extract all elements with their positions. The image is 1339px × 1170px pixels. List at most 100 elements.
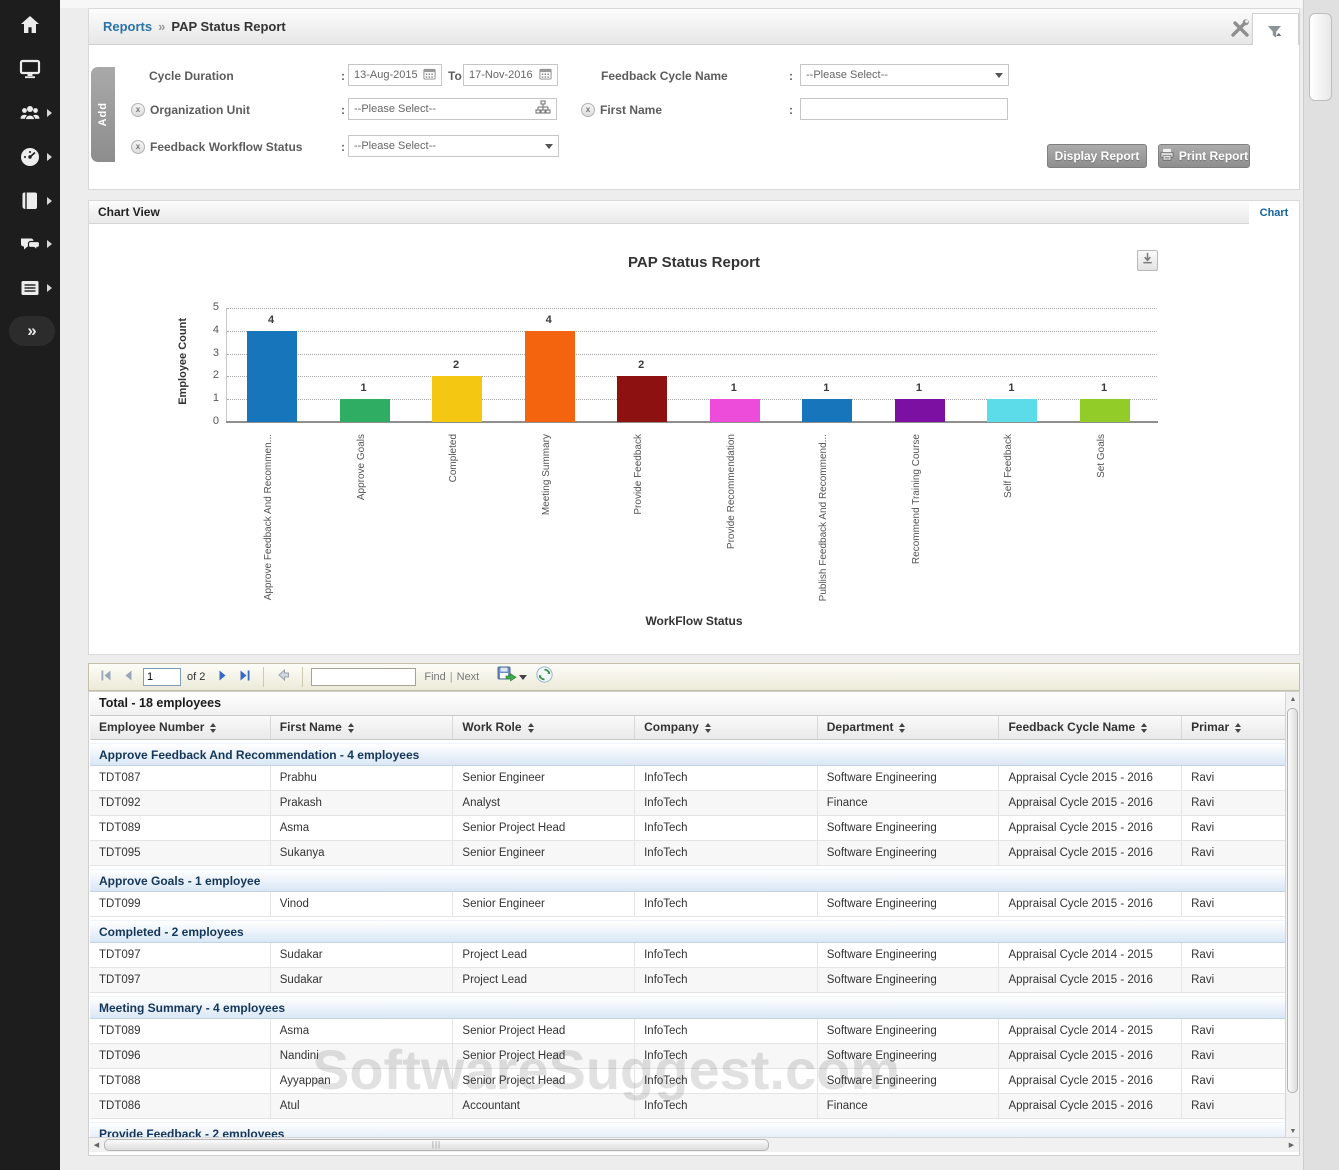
refresh-button[interactable] bbox=[533, 666, 555, 688]
table-cell: InfoTech bbox=[635, 766, 818, 790]
previous-page-button[interactable] bbox=[117, 666, 139, 688]
sidebar-expand-button[interactable]: » bbox=[9, 316, 55, 346]
org-tree-icon[interactable] bbox=[535, 100, 551, 118]
chart-bar[interactable] bbox=[525, 331, 575, 422]
sidebar-item-messages[interactable] bbox=[0, 227, 60, 261]
chart-bar[interactable] bbox=[247, 331, 297, 422]
sidebar-item-monitor[interactable] bbox=[0, 52, 60, 86]
remove-first-name-filter[interactable]: x bbox=[581, 103, 595, 117]
sort-icon[interactable] bbox=[899, 723, 905, 733]
calendar-icon[interactable] bbox=[539, 67, 552, 83]
feedback-workflow-status-select[interactable]: --Please Select-- bbox=[348, 135, 559, 157]
table-cell: InfoTech bbox=[635, 1094, 818, 1118]
sidebar-item-home[interactable] bbox=[0, 8, 60, 42]
page-vertical-scrollbar[interactable] bbox=[1303, 0, 1339, 1170]
find-button[interactable]: Find bbox=[424, 671, 445, 683]
group-header-band: Meeting Summary - 4 employees bbox=[90, 996, 1287, 1019]
table-row[interactable]: TDT087PrabhuSenior EngineerInfoTechSoftw… bbox=[90, 766, 1287, 791]
table-cell: TDT086 bbox=[90, 1094, 271, 1118]
chevron-down-icon bbox=[995, 73, 1003, 78]
vertical-scroll-thumb[interactable] bbox=[1287, 708, 1298, 1093]
sort-icon[interactable] bbox=[705, 723, 711, 733]
chart-link[interactable]: Chart bbox=[1260, 207, 1289, 219]
export-button[interactable] bbox=[497, 666, 527, 688]
page-title: PAP Status Report bbox=[171, 19, 285, 34]
back-arrow-icon bbox=[275, 667, 291, 688]
column-header-department[interactable]: Department bbox=[818, 716, 1000, 739]
sort-icon[interactable] bbox=[348, 723, 354, 733]
table-row[interactable]: TDT089AsmaSenior Project HeadInfoTechSof… bbox=[90, 816, 1287, 841]
page-number-input[interactable] bbox=[143, 668, 181, 686]
scroll-left-arrow[interactable]: ◀ bbox=[89, 1139, 104, 1152]
table-row[interactable]: TDT097SudakarProject LeadInfoTechSoftwar… bbox=[90, 943, 1287, 968]
breadcrumb-link-reports[interactable]: Reports bbox=[103, 19, 152, 34]
first-page-button[interactable] bbox=[95, 666, 117, 688]
print-report-button[interactable]: Print Report bbox=[1158, 144, 1250, 168]
cycle-duration-from-field[interactable]: 13-Aug-2015 bbox=[348, 64, 442, 86]
scroll-right-arrow[interactable]: ▶ bbox=[1284, 1139, 1299, 1152]
table-cell: TDT087 bbox=[90, 766, 271, 790]
chart-bar[interactable] bbox=[987, 399, 1037, 422]
first-name-input[interactable] bbox=[800, 98, 1008, 120]
chart-bar[interactable] bbox=[895, 399, 945, 422]
submenu-arrow-icon bbox=[47, 284, 52, 292]
calendar-icon[interactable] bbox=[423, 67, 436, 83]
table-row[interactable]: TDT095SukanyaSenior EngineerInfoTechSoft… bbox=[90, 841, 1287, 866]
last-page-button[interactable] bbox=[233, 666, 255, 688]
sort-icon[interactable] bbox=[528, 723, 534, 733]
column-header-first-name[interactable]: First Name bbox=[271, 716, 454, 739]
sort-icon[interactable] bbox=[1235, 723, 1241, 733]
submenu-arrow-icon bbox=[47, 240, 52, 248]
tools-button[interactable] bbox=[1228, 16, 1252, 40]
column-header-work-role[interactable]: Work Role bbox=[453, 716, 635, 739]
table-row[interactable]: TDT099VinodSenior EngineerInfoTechSoftwa… bbox=[90, 892, 1287, 917]
organization-unit-field[interactable]: --Please Select-- bbox=[348, 98, 557, 120]
remove-organization-unit-filter[interactable]: x bbox=[131, 103, 145, 117]
remove-feedback-workflow-status-filter[interactable]: x bbox=[131, 140, 145, 154]
table-cell: Asma bbox=[271, 1019, 454, 1043]
sidebar-item-library[interactable] bbox=[0, 184, 60, 218]
back-to-parent-button[interactable] bbox=[272, 666, 294, 688]
table-cell: InfoTech bbox=[635, 892, 818, 916]
feedback-cycle-name-select[interactable]: --Please Select-- bbox=[800, 64, 1009, 86]
chart-download-button[interactable] bbox=[1137, 250, 1158, 271]
table-row[interactable]: TDT096NandiniSenior Project HeadInfoTech… bbox=[90, 1044, 1287, 1069]
table-horizontal-scrollbar[interactable]: ◀ ||| ▶ bbox=[89, 1137, 1299, 1152]
sidebar-item-dashboard[interactable] bbox=[0, 140, 60, 174]
display-report-button[interactable]: Display Report bbox=[1047, 144, 1147, 168]
next-page-button[interactable] bbox=[211, 666, 233, 688]
sort-icon[interactable] bbox=[1141, 723, 1147, 733]
table-row[interactable]: TDT097SudakarProject LeadInfoTechSoftwar… bbox=[90, 968, 1287, 993]
column-header-feedback-cycle-name[interactable]: Feedback Cycle Name bbox=[999, 716, 1182, 739]
y-axis-tick-label: 5 bbox=[199, 301, 219, 313]
chart-bar[interactable] bbox=[617, 376, 667, 422]
sidebar-item-people[interactable] bbox=[0, 96, 60, 130]
table-row[interactable]: TDT088AyyappanSenior Project HeadInfoTec… bbox=[90, 1069, 1287, 1094]
chart-bar[interactable] bbox=[340, 399, 390, 422]
chart-bar[interactable] bbox=[432, 376, 482, 422]
add-filter-tab[interactable]: Add bbox=[91, 67, 115, 162]
page-scroll-thumb[interactable] bbox=[1309, 13, 1332, 101]
table-vertical-scrollbar[interactable]: ▲ ▼ bbox=[1285, 692, 1299, 1139]
next-result-button[interactable]: Next bbox=[457, 671, 480, 683]
chart-bar[interactable] bbox=[1080, 399, 1130, 422]
wrench-hammer-icon bbox=[1228, 27, 1252, 44]
table-cell: InfoTech bbox=[635, 943, 818, 967]
column-header-primar[interactable]: Primar bbox=[1182, 716, 1287, 739]
find-text-input[interactable] bbox=[311, 668, 416, 686]
column-header-company[interactable]: Company bbox=[635, 716, 818, 739]
sort-icon[interactable] bbox=[210, 723, 216, 733]
column-header-employee-number[interactable]: Employee Number bbox=[90, 716, 271, 739]
table-row[interactable]: TDT092PrakashAnalystInfoTechFinanceAppra… bbox=[90, 791, 1287, 816]
table-cell: Senior Engineer bbox=[453, 766, 635, 790]
chart-bar[interactable] bbox=[802, 399, 852, 422]
table-row[interactable]: TDT086AtulAccountantInfoTechFinanceAppra… bbox=[90, 1094, 1287, 1119]
scroll-up-arrow[interactable]: ▲ bbox=[1286, 692, 1300, 707]
horizontal-scroll-thumb[interactable]: ||| bbox=[104, 1139, 769, 1151]
table-row[interactable]: TDT089AsmaSenior Project HeadInfoTechSof… bbox=[90, 1019, 1287, 1044]
cycle-duration-to-field[interactable]: 17-Nov-2016 bbox=[463, 64, 558, 86]
chart-bar[interactable] bbox=[710, 399, 760, 422]
chart-tab[interactable]: Chart bbox=[1249, 201, 1299, 224]
sidebar-item-news[interactable] bbox=[0, 271, 60, 305]
feedback-workflow-status-value: --Please Select-- bbox=[354, 140, 545, 152]
